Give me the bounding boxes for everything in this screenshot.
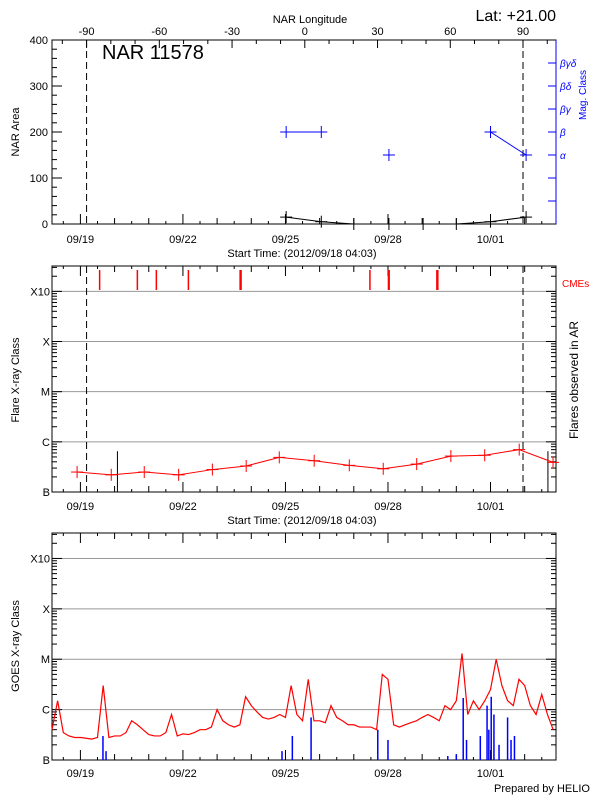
panel3-y-tick-label: M xyxy=(41,654,50,666)
panel2-y-tick-label: M xyxy=(41,387,50,399)
panel1-x-tick-label: 09/28 xyxy=(374,234,402,246)
mag-class-label: βδ xyxy=(559,82,572,93)
flare-class-point xyxy=(410,458,423,471)
area-y-tick-label: 400 xyxy=(30,35,48,47)
goes-flux-line xyxy=(51,653,554,740)
mag-class-label: βγδ xyxy=(559,59,577,70)
mag-class-point xyxy=(520,149,533,161)
flare-class-point xyxy=(547,456,560,469)
panel2-frame xyxy=(51,265,557,493)
panel3-x-tick-label: 09/19 xyxy=(67,768,95,780)
flare-class-point xyxy=(273,451,286,464)
panel1-x-tick-label: 10/01 xyxy=(477,234,505,246)
panel1-x-tick-label: 09/25 xyxy=(272,234,300,246)
latitude-label: Lat: +21.00 xyxy=(475,8,556,25)
panel3-x-tick-label: 09/22 xyxy=(169,768,197,780)
panel2-y-tick-label: X xyxy=(43,337,51,349)
goes-class-axis-title: GOES X-ray Class xyxy=(10,600,22,692)
panel2-x-tick-label: 09/25 xyxy=(272,501,300,513)
panel2-y-tick-label: C xyxy=(42,437,50,449)
area-point xyxy=(382,218,395,230)
area-point xyxy=(484,215,497,228)
region-title: NAR 11578 xyxy=(102,42,204,64)
longitude-tick-label: 60 xyxy=(444,26,456,38)
panel3-x-tick-label: 09/28 xyxy=(374,768,402,780)
area-axis-title: NAR Area xyxy=(10,107,22,157)
longitude-tick-label: 0 xyxy=(302,26,308,38)
mag-class-line xyxy=(490,131,527,156)
flare-class-point xyxy=(105,468,118,481)
area-y-tick-label: 100 xyxy=(30,173,48,185)
panel3-y-tick-label: C xyxy=(42,705,50,717)
flare-class-point xyxy=(240,459,253,472)
panel2-x-tick-label: 09/22 xyxy=(169,501,197,513)
panel3-y-tick-label: X10 xyxy=(30,553,50,565)
flare-class-point xyxy=(343,459,356,472)
area-point xyxy=(450,218,463,230)
panel2-x-tick-label: 10/01 xyxy=(477,501,505,513)
panel3-frame xyxy=(51,532,557,761)
panel2-x-tick-label: 09/19 xyxy=(67,501,95,513)
flare-class-point xyxy=(444,450,457,463)
panel1-xaxis-title: Start Time: (2012/09/18 04:03) xyxy=(227,248,376,260)
panel3-y-tick-label: X xyxy=(43,604,51,616)
flare-class-point xyxy=(513,443,526,456)
longitude-tick-label: -60 xyxy=(151,26,167,38)
cmes-label: CMEs xyxy=(562,279,589,290)
mag-class-point xyxy=(484,126,497,138)
panel2-x-tick-label: 09/28 xyxy=(374,501,402,513)
longitude-tick-label: 90 xyxy=(517,26,529,38)
longitude-tick-label: 30 xyxy=(371,26,383,38)
longitude-tick-label: -30 xyxy=(224,26,240,38)
mag-class-point xyxy=(315,126,328,138)
area-y-tick-label: 200 xyxy=(30,127,48,139)
flare-class-point xyxy=(308,454,321,467)
flares-observed-axis-title: Flares observed in AR xyxy=(567,321,581,439)
panel2-xaxis-title: Start Time: (2012/09/18 04:03) xyxy=(227,515,376,527)
flare-class-point xyxy=(172,468,185,481)
mag-class-label: α xyxy=(560,151,566,162)
longitude-tick-label: -90 xyxy=(79,26,95,38)
flare-class-point xyxy=(138,466,151,479)
area-point xyxy=(347,218,360,230)
flare-class-axis-title: Flare X-ray Class xyxy=(10,337,22,422)
flare-class-point xyxy=(377,462,390,475)
area-point xyxy=(315,215,328,228)
mag-class-point xyxy=(280,126,293,138)
flare-class-point xyxy=(206,463,219,476)
area-y-tick-label: 300 xyxy=(30,81,48,93)
flare-class-line xyxy=(77,449,554,476)
mag-class-label: βγ xyxy=(559,105,572,116)
mag-class-axis-title: Mag. Class xyxy=(578,70,589,120)
panel3-x-tick-label: 10/01 xyxy=(477,768,505,780)
area-point xyxy=(520,211,533,224)
panel3-y-tick-label: B xyxy=(43,755,50,767)
prepared-by-label: Prepared by HELIO xyxy=(494,783,590,795)
panel2-y-tick-label: X10 xyxy=(30,286,50,298)
panel1-x-tick-label: 09/22 xyxy=(169,234,197,246)
panel3-x-tick-label: 09/25 xyxy=(272,768,300,780)
flare-class-point xyxy=(71,466,84,479)
area-point xyxy=(417,218,430,230)
mag-class-label: β xyxy=(559,128,566,139)
area-y-tick-label: 0 xyxy=(42,219,48,231)
area-point xyxy=(280,211,293,224)
mag-class-point xyxy=(382,149,395,161)
longitude-axis-title: NAR Longitude xyxy=(273,14,348,26)
panel2-y-tick-label: B xyxy=(43,487,50,499)
flare-class-point xyxy=(478,449,491,462)
panel1-x-tick-label: 09/19 xyxy=(67,234,95,246)
